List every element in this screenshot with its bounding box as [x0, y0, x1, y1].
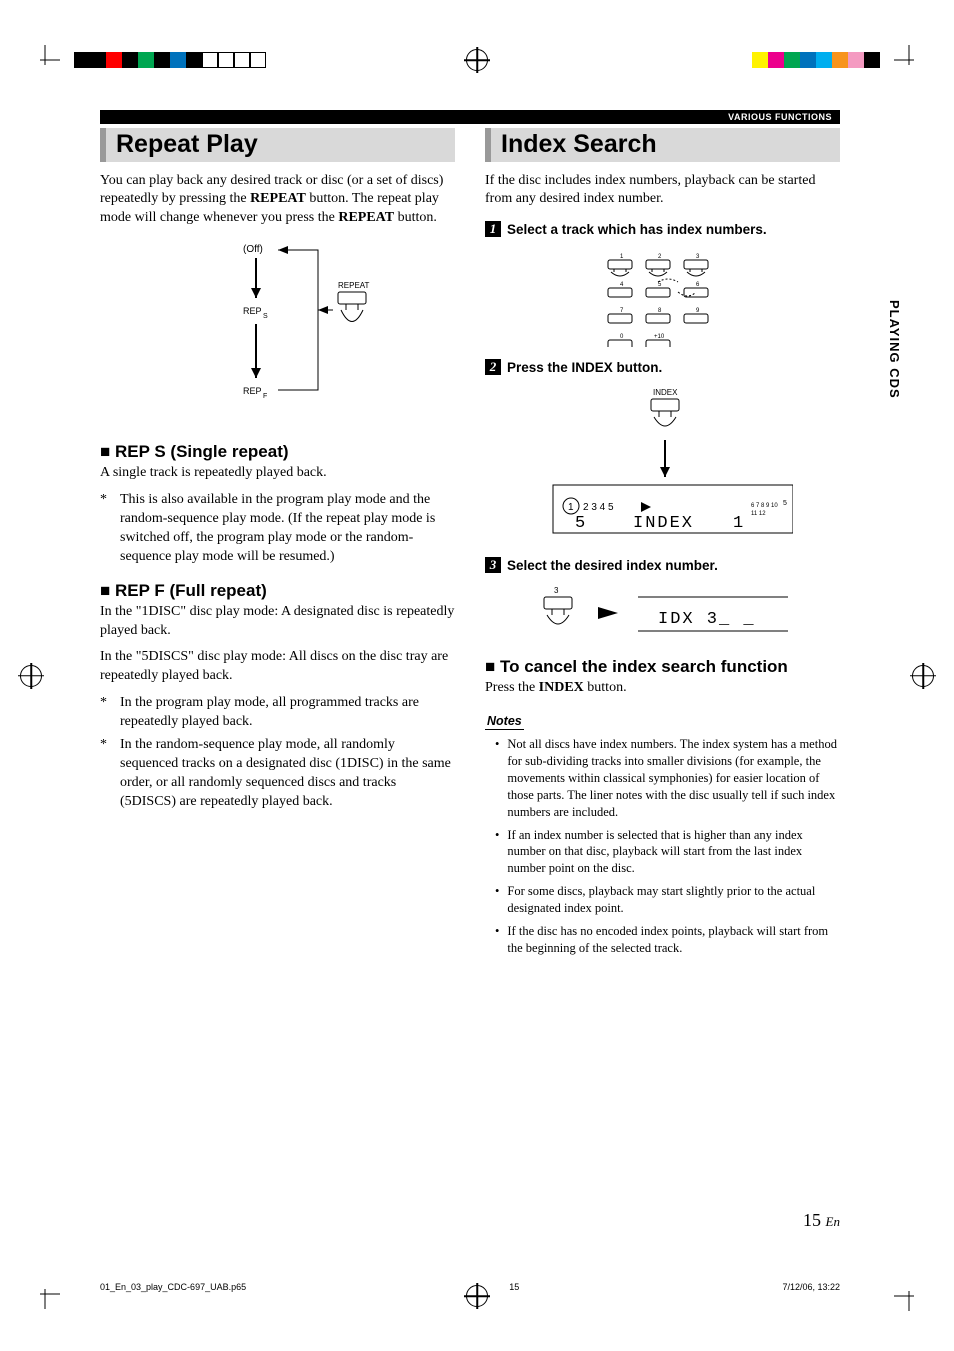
- svg-text:1: 1: [568, 502, 574, 513]
- crop-mark: [30, 1279, 60, 1309]
- svg-text:7: 7: [620, 308, 624, 314]
- list-item: In the program play mode, all programmed…: [120, 694, 455, 732]
- svg-text:5: 5: [658, 282, 662, 288]
- svg-text:0: 0: [620, 334, 624, 340]
- index-button-diagram: INDEX 1 2 3 4 5 5 INDEX 1: [485, 385, 840, 545]
- svg-text:F: F: [263, 393, 267, 400]
- crop-mark: [30, 45, 60, 75]
- rep-f-desc-1: In the "1DISC" disc play mode: A designa…: [100, 603, 455, 641]
- svg-text:2: 2: [658, 254, 662, 260]
- rep-s-heading: ■ REP S (Single repeat): [100, 442, 455, 462]
- svg-text:REP: REP: [243, 306, 262, 316]
- step-1-heading: 1 Select a track which has index numbers…: [485, 221, 840, 237]
- index-select-diagram: 3 IDX 3_ _: [485, 583, 840, 643]
- note-item: For some discs, playback may start sligh…: [507, 883, 840, 917]
- registration-marks-bottom: [0, 1281, 954, 1311]
- label-repeat-btn: REPEAT: [338, 281, 370, 290]
- right-column: Index Search If the disc includes index …: [485, 128, 840, 963]
- svg-text:6: 6: [696, 282, 700, 288]
- lcd-index-num: 1: [733, 514, 745, 533]
- note-item: If an index number is selected that is h…: [507, 827, 840, 878]
- crop-mark: [894, 1281, 924, 1311]
- svg-text:1: 1: [620, 254, 624, 260]
- registration-circle: [466, 1285, 488, 1307]
- rep-s-bullets: This is also available in the program pl…: [100, 491, 455, 567]
- svg-text:+10: +10: [654, 334, 665, 340]
- step-num-2: 2: [485, 359, 501, 375]
- repeat-intro: You can play back any desired track or d…: [100, 172, 455, 229]
- header-bar: VARIOUS FUNCTIONS: [100, 110, 840, 124]
- cancel-desc: Press the INDEX button.: [485, 679, 840, 698]
- list-item: This is also available in the program pl…: [120, 491, 455, 567]
- svg-text:INDEX: INDEX: [653, 388, 678, 397]
- lcd-index-label: INDEX: [633, 514, 694, 533]
- svg-text:3: 3: [554, 586, 559, 595]
- rep-f-desc-2: In the "5DISCS" disc play mode: All disc…: [100, 648, 455, 686]
- section-title-repeat: Repeat Play: [100, 128, 455, 162]
- svg-text:5: 5: [783, 500, 787, 507]
- step-num-1: 1: [485, 221, 501, 237]
- sidebar-tab: PLAYING CDS: [887, 300, 902, 399]
- list-item: In the random-sequence play mode, all ra…: [120, 736, 455, 812]
- note-item: Not all discs have index numbers. The in…: [507, 736, 840, 820]
- svg-text:S: S: [263, 313, 268, 320]
- rep-s-desc: A single track is repeatedly played back…: [100, 464, 455, 483]
- notes-label: Notes: [485, 714, 524, 730]
- svg-text:2 3 4 5: 2 3 4 5: [583, 502, 614, 513]
- section-title-index: Index Search: [485, 128, 840, 162]
- svg-text:9: 9: [696, 308, 700, 314]
- svg-text:REP: REP: [243, 386, 262, 396]
- repeat-mode-diagram: (Off) REP S REP F REPEAT: [100, 238, 455, 428]
- left-column: Repeat Play You can play back any desire…: [100, 128, 455, 963]
- svg-text:4: 4: [620, 282, 624, 288]
- step-num-3: 3: [485, 557, 501, 573]
- note-item: If the disc has no encoded index points,…: [507, 923, 840, 957]
- header-section-label: VARIOUS FUNCTIONS: [720, 110, 840, 124]
- color-bar-right: [752, 52, 880, 68]
- side-registration-left: [20, 665, 42, 687]
- svg-text:6 7 8 9 10: 6 7 8 9 10: [751, 503, 778, 509]
- notes-list: Not all discs have index numbers. The in…: [485, 736, 840, 957]
- cancel-heading: ■ To cancel the index search function: [485, 657, 840, 677]
- label-off: (Off): [243, 244, 263, 255]
- step-3-heading: 3 Select the desired index number.: [485, 557, 840, 573]
- step-2-heading: 2 Press the INDEX button.: [485, 359, 840, 375]
- keypad-diagram: 1 2 3 4 5 6 7 8 9 0 +10: [485, 247, 840, 347]
- page-number: 15 En: [803, 1210, 840, 1231]
- svg-text:8: 8: [658, 308, 662, 314]
- registration-marks-top: [0, 45, 954, 75]
- registration-circle: [466, 49, 488, 71]
- rep-f-heading: ■ REP F (Full repeat): [100, 581, 455, 601]
- color-bar-left: [74, 52, 266, 68]
- svg-text:3: 3: [696, 254, 700, 260]
- side-registration-right: [912, 665, 934, 687]
- lcd-track: 5: [575, 514, 587, 533]
- svg-text:11 12: 11 12: [751, 511, 766, 517]
- lcd-idx: IDX 3_ _: [658, 610, 756, 629]
- crop-mark: [894, 45, 924, 75]
- rep-f-bullets: In the program play mode, all programmed…: [100, 694, 455, 811]
- index-intro: If the disc includes index numbers, play…: [485, 172, 840, 210]
